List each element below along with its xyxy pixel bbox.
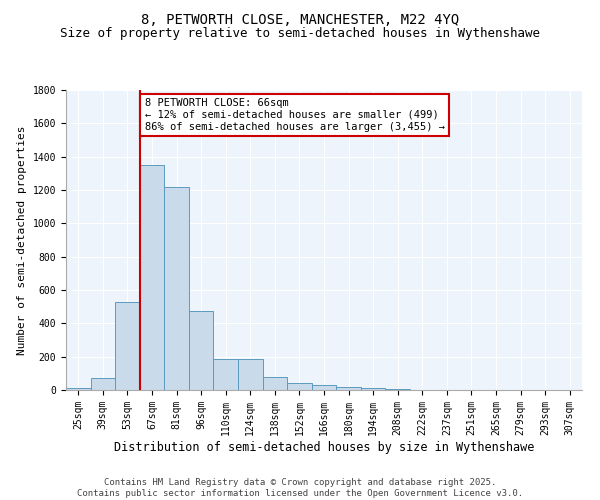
Bar [189,311,214,390]
Bar [66,388,91,390]
Bar [263,376,287,390]
Text: 8 PETWORTH CLOSE: 66sqm
← 12% of semi-detached houses are smaller (499)
86% of s: 8 PETWORTH CLOSE: 66sqm ← 12% of semi-de… [145,98,445,132]
Bar [336,386,361,390]
Text: 8, PETWORTH CLOSE, MANCHESTER, M22 4YQ: 8, PETWORTH CLOSE, MANCHESTER, M22 4YQ [141,12,459,26]
Text: Contains HM Land Registry data © Crown copyright and database right 2025.
Contai: Contains HM Land Registry data © Crown c… [77,478,523,498]
X-axis label: Distribution of semi-detached houses by size in Wythenshawe: Distribution of semi-detached houses by … [114,440,534,454]
Bar [214,359,238,390]
Y-axis label: Number of semi-detached properties: Number of semi-detached properties [17,125,27,355]
Bar [238,359,263,390]
Text: Size of property relative to semi-detached houses in Wythenshawe: Size of property relative to semi-detach… [60,28,540,40]
Bar [312,385,336,390]
Bar [385,389,410,390]
Bar [91,378,115,390]
Bar [287,382,312,390]
Bar [115,302,140,390]
Bar [164,186,189,390]
Bar [140,165,164,390]
Bar [361,388,385,390]
